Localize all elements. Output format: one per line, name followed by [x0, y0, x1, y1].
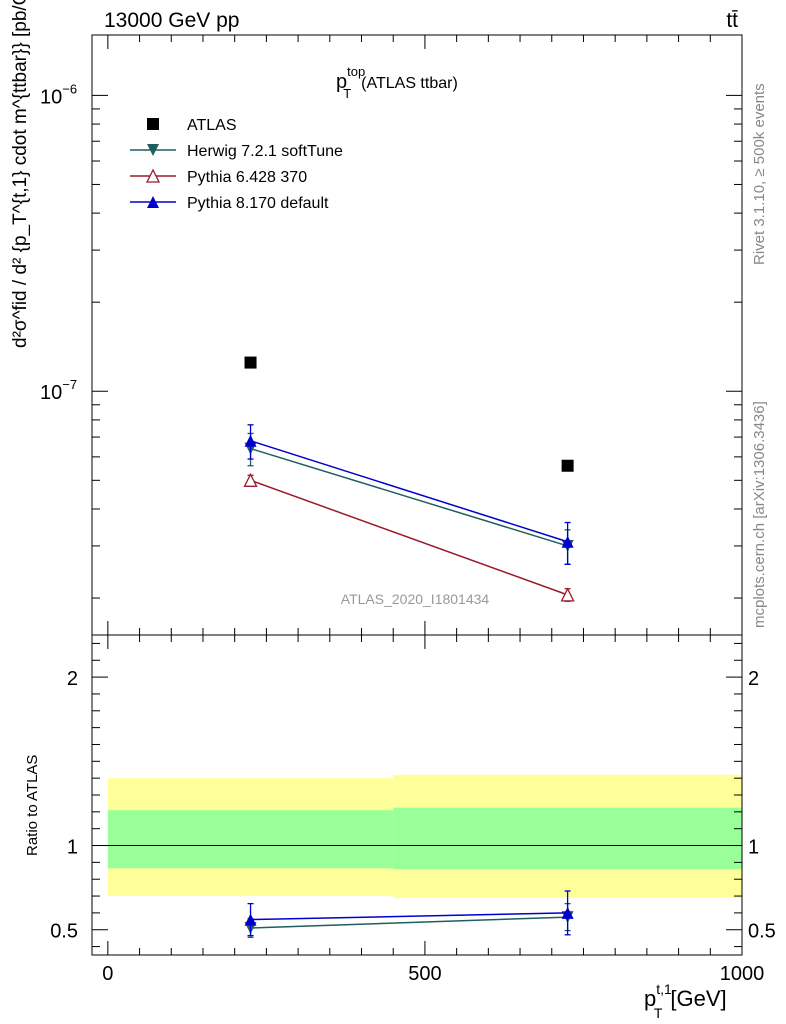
ratio-line-pythia-8-170-default — [250, 912, 568, 921]
rivet-label: Rivet 3.1.10, ≥ 500k events — [751, 83, 768, 265]
legend-label-0: ATLAS — [187, 117, 237, 134]
legend-label-1: Herwig 7.2.1 softTune — [187, 143, 343, 160]
ratio-y-tick-label-right: 1 — [748, 837, 759, 859]
x-axis-label: pt,1 T[GeV] — [644, 981, 727, 1021]
header-collision: 13000 GeV pp — [104, 9, 239, 32]
ratio-y-tick-label: 2 — [67, 668, 78, 690]
ratio-y-tick-label: 1 — [67, 837, 78, 859]
main-ylabel: d²σ^fid / d² {p_T^{t,1} cdot m^{ttbar}} … — [10, 0, 31, 348]
legend: ATLAS Herwig 7.2.1 softTune Pythia 6.428 3… — [130, 117, 343, 212]
analysis-watermark: ATLAS_2020_I1801434 — [341, 591, 490, 607]
ratio-y-tick-label: 0.5 — [50, 921, 78, 943]
plot-title: ptop T(ATLAS ttbar) — [336, 64, 458, 101]
legend-marker-3 — [147, 196, 159, 208]
ratio-band-inner-1 — [393, 807, 742, 870]
x-tick-label: 1000 — [720, 963, 765, 985]
main-point-atlas — [244, 356, 257, 369]
main-panel: 10−6 10−7 — [40, 34, 743, 636]
x-tick-label: 0 — [102, 963, 113, 985]
main-point-pythia-8-170-default — [561, 535, 574, 548]
main-point-atlas — [561, 459, 574, 472]
ratio-line-herwig-7-2-1-softtune — [250, 916, 568, 929]
x-tick-label: 500 — [408, 963, 441, 985]
mcplots-label: mcplots.cern.ch [arXiv:1306.3436] — [751, 401, 768, 628]
header-process: tt̄ — [726, 9, 738, 32]
main-point-pythia-8-170-default — [244, 434, 257, 447]
legend-marker-1 — [147, 144, 159, 156]
legend-marker-2 — [145, 168, 161, 183]
legend-label-3: Pythia 8.170 default — [187, 195, 329, 212]
main-y-tick-label: 10−7 — [40, 377, 77, 404]
ratio-y-tick-label-right: 0.5 — [748, 921, 776, 943]
main-point-pythia-6-428-370 — [560, 587, 575, 602]
ratio-band-inner-0 — [107, 810, 394, 869]
ratio-y-tick-label-right: 2 — [748, 668, 759, 690]
ratio-panel: 0 500 1000 0.5 0.5 1 1 2 2 — [50, 634, 776, 985]
main-line-pythia-6-428-370 — [250, 479, 568, 596]
ratio-point-pythia-8-170-default — [244, 913, 257, 926]
main-y-tick-label: 10−6 — [40, 81, 77, 108]
legend-marker-0 — [147, 118, 159, 130]
main-line-herwig-7-2-1-softtune — [250, 447, 568, 547]
main-line-pythia-8-170-default — [250, 440, 568, 543]
ratio-ylabel: Ratio to ATLAS — [24, 755, 41, 856]
ratio-point-pythia-8-170-default — [561, 906, 574, 919]
legend-label-2: Pythia 6.428 370 — [187, 169, 307, 186]
main-point-pythia-6-428-370 — [243, 472, 258, 487]
